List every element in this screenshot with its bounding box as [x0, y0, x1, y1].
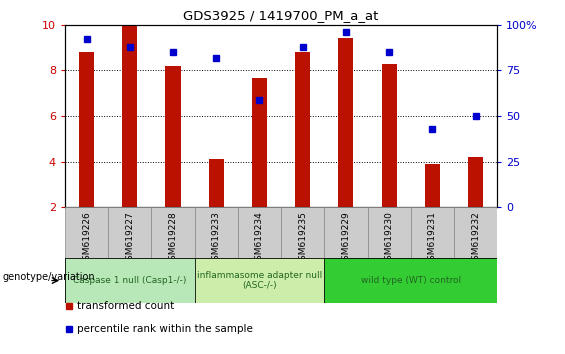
Text: GSM619232: GSM619232: [471, 211, 480, 266]
Text: GSM619227: GSM619227: [125, 211, 134, 266]
Bar: [468, 157, 483, 207]
Text: inflammasome adapter null
(ASC-/-): inflammasome adapter null (ASC-/-): [197, 271, 322, 290]
Text: percentile rank within the sample: percentile rank within the sample: [77, 324, 253, 334]
Text: GSM619229: GSM619229: [341, 211, 350, 266]
Text: GSM619235: GSM619235: [298, 211, 307, 266]
Bar: [367, 207, 411, 258]
Bar: [281, 207, 324, 258]
Bar: [411, 207, 454, 258]
Bar: [454, 207, 497, 258]
Bar: [381, 63, 397, 207]
Text: transformed count: transformed count: [77, 301, 175, 311]
Bar: [65, 258, 194, 303]
Text: genotype/variation: genotype/variation: [3, 272, 95, 282]
Bar: [79, 52, 94, 207]
Text: GSM619231: GSM619231: [428, 211, 437, 266]
Text: GSM619226: GSM619226: [82, 211, 91, 266]
Bar: [151, 207, 194, 258]
Text: GSM619233: GSM619233: [212, 211, 221, 266]
Text: wild type (WT) control: wild type (WT) control: [360, 276, 461, 285]
Bar: [324, 207, 368, 258]
Title: GDS3925 / 1419700_PM_a_at: GDS3925 / 1419700_PM_a_at: [184, 9, 379, 22]
Text: Caspase 1 null (Casp1-/-): Caspase 1 null (Casp1-/-): [73, 276, 186, 285]
Text: GSM619230: GSM619230: [385, 211, 394, 266]
Bar: [166, 66, 181, 207]
Bar: [238, 207, 281, 258]
Bar: [194, 207, 238, 258]
Text: GSM619234: GSM619234: [255, 211, 264, 266]
Bar: [194, 258, 324, 303]
Bar: [208, 159, 224, 207]
Bar: [65, 207, 108, 258]
Bar: [338, 39, 354, 207]
Bar: [425, 164, 440, 207]
Bar: [295, 52, 310, 207]
Text: GSM619228: GSM619228: [168, 211, 177, 266]
Bar: [122, 26, 137, 207]
Bar: [324, 258, 497, 303]
Bar: [252, 78, 267, 207]
Bar: [108, 207, 151, 258]
